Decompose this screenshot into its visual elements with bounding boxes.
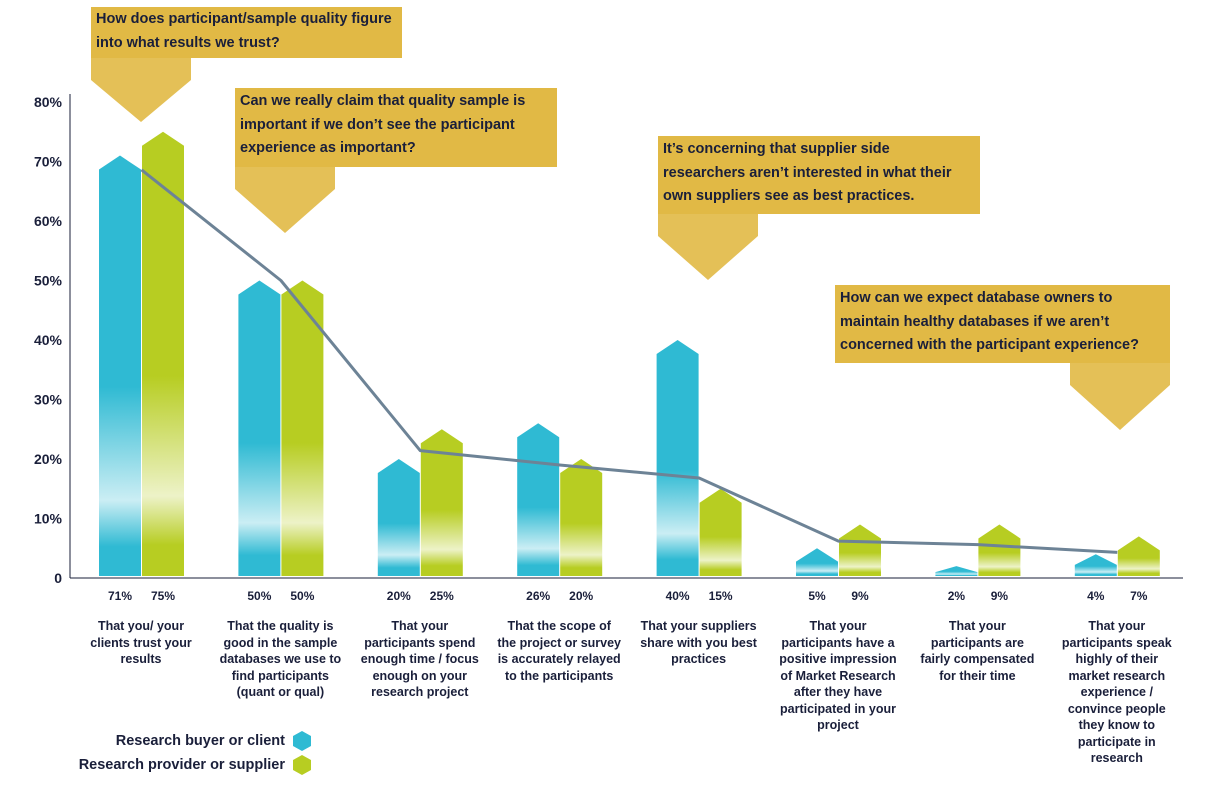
callout-3-text: It’s concerning that supplier side resea… — [663, 141, 952, 204]
y-tick-label: 30% — [34, 392, 63, 408]
y-tick-label: 70% — [34, 154, 63, 170]
bar-provider — [281, 280, 324, 576]
category-label: That the scope of the project or survey … — [497, 619, 622, 683]
bar-provider — [420, 429, 463, 576]
category-label: That the quality is good in the sample d… — [219, 619, 342, 699]
bar-provider — [1117, 536, 1160, 576]
value-label-provider: 20% — [569, 589, 593, 603]
value-label-provider: 75% — [151, 589, 175, 603]
callout-arrow-4 — [1070, 363, 1170, 430]
y-tick-label: 50% — [34, 273, 63, 289]
callout-box-1 — [91, 7, 402, 58]
hexagon-icon — [293, 755, 311, 775]
legend-item-buyer: Research buyer or client — [116, 731, 311, 751]
value-label-provider: 9% — [991, 589, 1009, 603]
value-label-buyer: 5% — [808, 589, 826, 603]
category-label: That your participants speak highly of t… — [1061, 619, 1172, 765]
legend-label-provider: Research provider or supplier — [78, 757, 285, 773]
callout-4-text: How can we expect database owners to mai… — [840, 290, 1139, 353]
value-label-buyer: 2% — [948, 589, 966, 603]
bar-provider — [839, 524, 881, 576]
bar-buyer — [238, 280, 281, 576]
y-tick-label: 40% — [34, 332, 63, 348]
y-tick-label: 10% — [34, 511, 63, 527]
callout-arrow-2 — [235, 167, 335, 233]
callout-box-4 — [835, 285, 1170, 363]
bar-provider — [699, 488, 742, 576]
value-label-provider: 7% — [1130, 589, 1148, 603]
callout-arrow-1 — [91, 58, 191, 122]
hexagon-icon — [293, 731, 311, 751]
callout-box-3 — [658, 136, 980, 214]
bar-provider — [560, 459, 603, 576]
value-label-buyer: 20% — [387, 589, 411, 603]
y-tick-label: 60% — [34, 213, 63, 229]
value-label-buyer: 50% — [247, 589, 271, 603]
bar-buyer — [796, 548, 838, 576]
y-tick-label: 0 — [54, 570, 62, 586]
callout-arrow-3 — [658, 214, 758, 280]
category-label: That you/ your clients trust your result… — [90, 619, 192, 666]
value-label-provider: 9% — [851, 589, 869, 603]
y-tick-label: 80% — [34, 94, 63, 110]
callout-1-text: How does participant/sample quality figu… — [96, 11, 392, 51]
value-label-provider: 50% — [290, 589, 314, 603]
bar-buyer — [377, 459, 420, 576]
value-label-buyer: 4% — [1087, 589, 1105, 603]
value-label-buyer: 71% — [108, 589, 132, 603]
value-label-provider: 25% — [430, 589, 454, 603]
bar-buyer — [517, 423, 560, 576]
trend-line — [140, 168, 1118, 554]
category-label: That your suppliers share with you best … — [640, 619, 757, 666]
value-label-buyer: 40% — [666, 589, 690, 603]
value-label-buyer: 26% — [526, 589, 550, 603]
category-label: That your participants spend enough time… — [360, 619, 479, 699]
bar-provider — [142, 131, 184, 576]
y-tick-label: 20% — [34, 451, 63, 467]
bar-provider — [978, 524, 1021, 576]
bar-buyer — [1074, 554, 1117, 576]
callout-box-2 — [235, 88, 557, 167]
legend-label-buyer: Research buyer or client — [115, 733, 285, 749]
category-label: That your participants are fairly compen… — [920, 619, 1035, 683]
bar-buyer — [99, 155, 141, 577]
callout-2-text: Can we really claim that quality sample … — [240, 93, 526, 156]
legend-item-provider: Research provider or supplier — [79, 755, 311, 775]
category-label: That your participants have a positive i… — [779, 619, 897, 732]
bar-buyer — [935, 566, 978, 576]
bar-buyer — [656, 340, 699, 576]
value-label-provider: 15% — [709, 589, 733, 603]
